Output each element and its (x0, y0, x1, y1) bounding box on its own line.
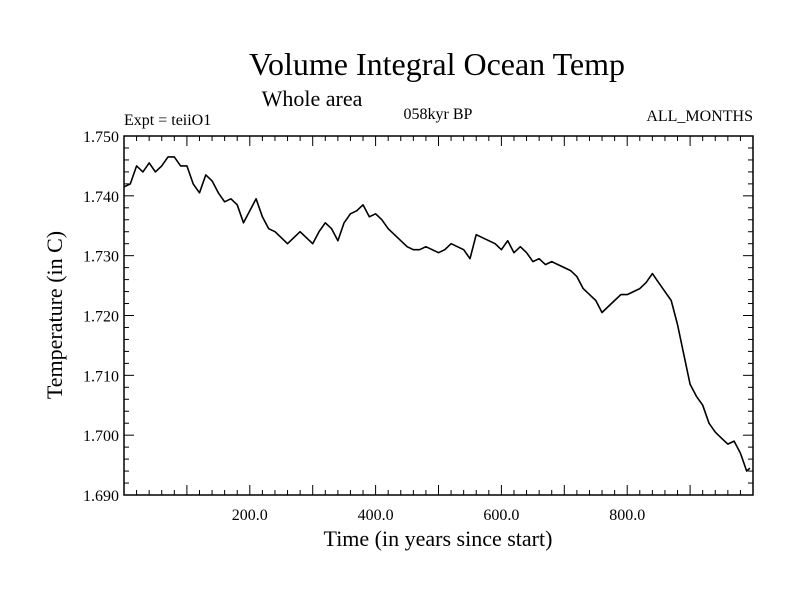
period-label: 058kyr BP (404, 106, 473, 123)
y-tick-label: 1.750 (83, 129, 119, 146)
plot-frame (123, 135, 754, 496)
y-tick-label: 1.730 (83, 249, 119, 266)
chart-title: Volume Integral Ocean Temp (249, 46, 625, 82)
axis-tick-labels: 200.0 400.0 600.0 800.0 1.690 1.700 1.710 1.720… (83, 129, 645, 524)
x-tick-label: 600.0 (483, 507, 519, 524)
y-tick-label: 1.740 (83, 189, 119, 206)
x-axis-label: Time (in years since start) (324, 526, 553, 551)
y-tick-label: 1.710 (83, 368, 119, 385)
series-line (123, 156, 751, 472)
x-tick-label: 800.0 (609, 507, 645, 524)
y-tick-label: 1.720 (83, 309, 119, 326)
experiment-label: Expt = teiiO1 (124, 112, 211, 129)
months-label: ALL_MONTHS (646, 108, 753, 125)
axis-ticks (124, 136, 753, 495)
y-axis-label: Temperature (in C) (42, 231, 67, 399)
x-tick-label: 400.0 (358, 507, 394, 524)
y-tick-label: 1.690 (83, 488, 119, 505)
chart-subtitle: Whole area (262, 86, 363, 111)
x-tick-label: 200.0 (232, 507, 268, 524)
y-tick-label: 1.700 (83, 428, 119, 445)
